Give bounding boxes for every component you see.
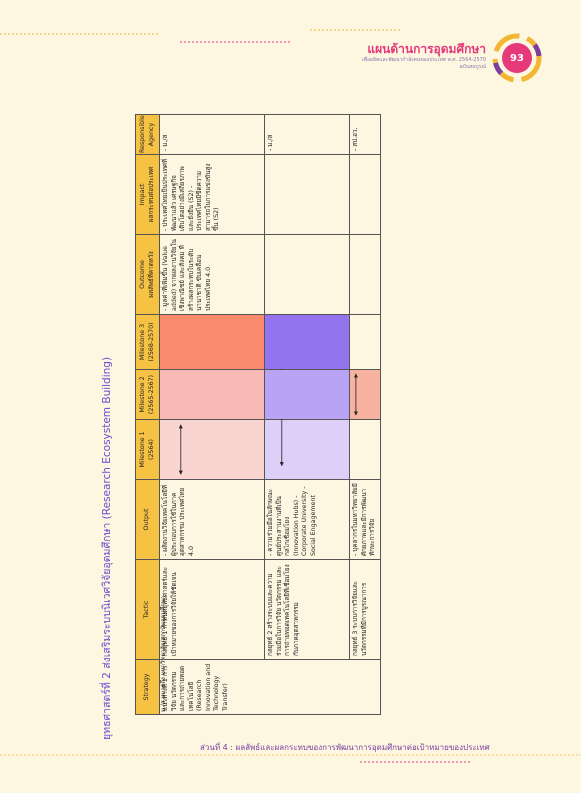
column-label: Responsible Agency — [139, 115, 155, 153]
column-label: Output — [143, 508, 151, 531]
milestone-cell — [349, 369, 380, 420]
impact-cell: - ประเทศไทยเป็นประเทศที่พัฒนาแล้ว เศรษฐก… — [159, 154, 265, 235]
milestone-cell — [264, 314, 350, 370]
milestone-cell — [159, 369, 265, 420]
outcome-cell: - มูลค่าที่เพิ่มขึ้น (Value added) จากผล… — [159, 234, 265, 315]
milestone-cell — [159, 314, 265, 370]
table-row: แนวทางที่ 1 การวิจัย นวัตกรรม และการถ่าย… — [159, 114, 380, 715]
page-number: 93 — [502, 43, 532, 73]
column-label: Tactic — [143, 600, 151, 619]
milestone-cell — [349, 314, 380, 370]
subtitle-line: ฉบับสมบูรณ์ — [459, 64, 486, 70]
strategy-cell: แนวทางที่ 1 การวิจัย นวัตกรรม และการถ่าย… — [159, 659, 380, 715]
table-row: กลยุทธ์ 2 สร้างระบบและความร่วมมือในการวิ… — [264, 114, 350, 715]
outcome-cell — [264, 234, 350, 315]
subtitle-line: เพื่อผลิตและพัฒนากำลังคนของประเทศ พ.ศ. 2… — [361, 57, 486, 63]
column-sublabel: (2568-2570) — [147, 322, 155, 362]
output-cell: - บุคลากรในมหาวิทยาลัยมีศักยภาพและมีการพ… — [349, 479, 380, 560]
column-header: Impact ผลกระทบต่อประเทศ — [135, 154, 160, 235]
table-row: กลยุทธ์ 3 ระบบการวิจัยและนวัตกรรมที่มีกา… — [349, 114, 380, 715]
header-row: Strategy Tactic Output Milestone 1 (2564) Mil… — [135, 114, 160, 715]
column-sublabel: (2564) — [147, 439, 155, 460]
table-wrapper: Strategy Tactic Output Milestone 1 (2564) Mil… — [135, 114, 380, 715]
timeline-arrow — [353, 373, 358, 416]
timeline-arrow — [178, 424, 183, 475]
agency-cell: - ม./ส — [159, 114, 265, 155]
impact-cell — [349, 154, 380, 235]
milestone-cell — [159, 419, 265, 480]
header-title: แผนด้านการอุดมศึกษา — [367, 42, 486, 56]
column-label: Impact — [139, 183, 146, 206]
strategy-table: Strategy Tactic Output Milestone 1 (2564) Mil… — [135, 114, 381, 715]
column-label: Strategy — [143, 673, 151, 701]
milestone-cell — [349, 419, 380, 480]
column-header: Strategy — [135, 659, 160, 715]
footer: ส่วนที่ 4 : ผลลัพธ์และผลกระทบของการพัฒนา… — [200, 743, 490, 752]
column-sublabel: ผลกระทบต่อประเทศ — [147, 166, 155, 223]
tactic-cell: กลยุทธ์ 2 สร้างระบบและความร่วมมือในการวิ… — [264, 559, 350, 660]
column-header: Tactic — [135, 559, 160, 660]
column-sublabel: (2565-2567) — [147, 374, 155, 415]
agency-cell: - ม./ส — [264, 114, 350, 155]
tactic-cell: กลยุทธ์ 3 ระบบการวิจัยและนวัตกรรมที่มีกา… — [349, 559, 380, 660]
column-header: Milestone 1 (2564) — [135, 419, 160, 480]
column-label: Milestone 3 — [139, 323, 146, 361]
impact-cell — [264, 154, 350, 235]
column-header: Milestone 3 (2568-2570) — [135, 314, 160, 370]
header-subtitle: เพื่อผลิตและพัฒนากำลังคนของประเทศ พ.ศ. 2… — [362, 57, 486, 71]
column-header: Output — [135, 479, 160, 560]
column-header: Milestone 2 (2565-2567) — [135, 369, 160, 420]
agency-cell: - สป.อว. — [349, 114, 380, 155]
column-sublabel: ผลลัพธ์ที่คาดหวัง — [147, 251, 155, 298]
column-label: Milestone 2 — [139, 376, 146, 413]
output-cell: - ความร่วมมือในลักษณะศูนย์ประสานงานที่เป… — [264, 479, 350, 560]
column-label: Outcome — [139, 260, 146, 289]
output-cell: - ผลิตงานวิจัยเทคโนโลยีที่ผู้ประกอบการใช… — [159, 479, 265, 560]
column-header: Responsible Agency — [135, 114, 160, 155]
column-header: Outcome ผลลัพธ์ที่คาดหวัง — [135, 234, 160, 315]
section-title: ยุทธศาสตร์ที่ 2 ส่งเสริมระบบนิเวศวิจัยอุ… — [101, 356, 113, 740]
milestone-cell — [264, 326, 350, 480]
outcome-cell — [349, 234, 380, 315]
milestone-cell — [264, 369, 350, 420]
tactic-cell: กลยุทธ์ 1 กำหนดยุทธศาสตร์และเป้าหมายของก… — [159, 559, 265, 660]
column-label: Milestone 1 — [139, 431, 146, 468]
